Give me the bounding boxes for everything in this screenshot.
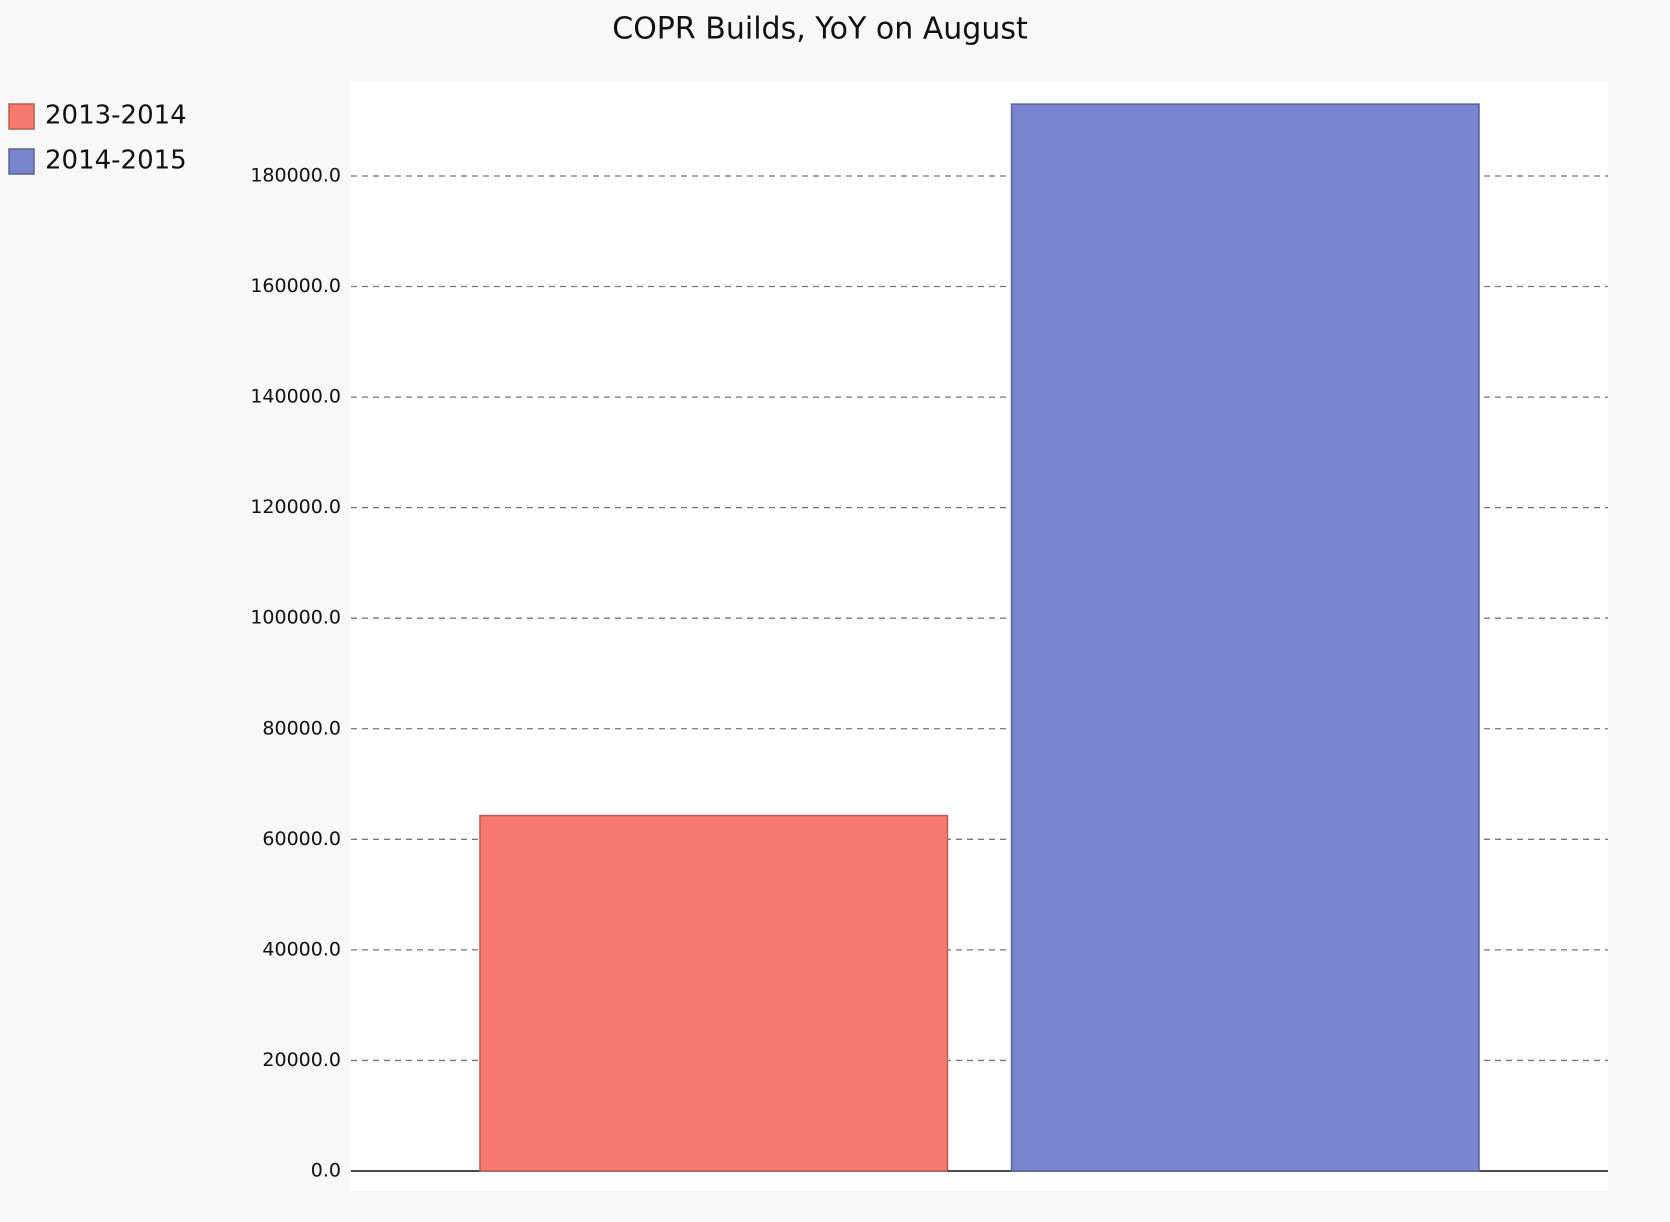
bar	[479, 814, 949, 1172]
y-tick-label: 60000.0	[262, 828, 341, 850]
y-tick-label: 80000.0	[262, 717, 341, 739]
bar	[1010, 103, 1480, 1172]
legend-label: 2014-2015	[45, 146, 187, 176]
y-tick-label: 180000.0	[250, 164, 341, 186]
legend-label: 2013-2014	[45, 101, 187, 131]
y-tick-label: 100000.0	[250, 607, 341, 629]
y-tick-label: 120000.0	[250, 496, 341, 518]
y-tick-label: 40000.0	[262, 938, 341, 960]
y-tick-label: 0.0	[311, 1160, 341, 1182]
y-tick-label: 160000.0	[250, 275, 341, 297]
chart-title: COPR Builds, YoY on August	[612, 12, 1028, 47]
legend-swatch	[8, 103, 35, 130]
y-tick-label: 20000.0	[262, 1049, 341, 1071]
legend-swatch	[8, 148, 35, 175]
y-tick-label: 140000.0	[250, 386, 341, 408]
